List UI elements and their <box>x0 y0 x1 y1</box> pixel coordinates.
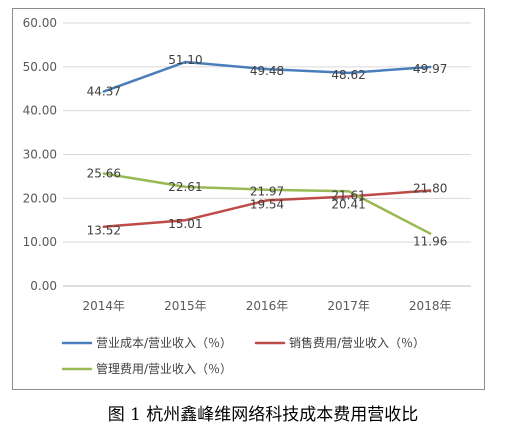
data-label: 48.62 <box>331 68 365 82</box>
series-line <box>102 172 432 235</box>
data-label: 21.97 <box>250 185 284 199</box>
x-tick-label: 2014年 <box>83 299 126 313</box>
data-label: 21.80 <box>413 181 447 195</box>
figure-caption: 图 1 杭州鑫峰维网络科技成本费用营收比 <box>107 405 419 425</box>
data-label: 44.37 <box>87 85 121 99</box>
data-label: 15.01 <box>168 217 202 231</box>
x-tick-label: 2016年 <box>246 299 289 313</box>
data-label: 49.48 <box>250 64 284 78</box>
legend-label: 营业成本/营业收入（％） <box>96 336 232 350</box>
y-axis-ticks: 0.00 10.00 20.00 30.00 40.00 50.00 60.00 <box>23 16 57 293</box>
x-tick-label: 2017年 <box>327 299 370 313</box>
data-label: 20.41 <box>331 198 365 212</box>
data-label: 19.54 <box>250 197 284 211</box>
y-tick-label: 20.00 <box>23 191 57 205</box>
y-tick-label: 60.00 <box>23 16 57 30</box>
data-label: 25.66 <box>87 167 121 181</box>
y-tick-label: 10.00 <box>23 235 57 249</box>
data-label: 13.52 <box>87 224 121 238</box>
data-label: 49.97 <box>413 62 447 76</box>
chart-frame: 0.00 10.00 20.00 30.00 40.00 50.00 60.00 2014年… <box>12 8 485 390</box>
x-tick-label: 2015年 <box>164 299 207 313</box>
y-tick-label: 0.00 <box>30 279 57 293</box>
data-label: 21.61 <box>331 188 365 202</box>
data-label: 51.10 <box>168 53 202 67</box>
x-axis-ticks: 2014年 2015年 2016年 2017年 2018年 <box>83 299 452 313</box>
legend-label: 销售费用/营业收入（％） <box>289 335 425 350</box>
series-lines <box>102 60 432 235</box>
y-tick-label: 30.00 <box>23 148 57 162</box>
y-tick-label: 50.00 <box>23 60 57 74</box>
line-chart: 0.00 10.00 20.00 30.00 40.00 50.00 60.00 2014年… <box>23 16 471 376</box>
data-labels: 44.37 51.10 49.48 48.62 49.97 13.52 15.01 19.54… <box>87 53 448 249</box>
x-tick-label: 2018年 <box>409 299 452 313</box>
data-label: 11.96 <box>413 235 447 249</box>
grid-lines <box>63 22 471 287</box>
legend-label: 管理费用/营业收入（％） <box>96 361 232 376</box>
legend: 营业成本/营业收入（％） 销售费用/营业收入（％） 管理费用/营业收入（％） <box>61 335 425 376</box>
series-line <box>102 189 432 228</box>
y-tick-label: 40.00 <box>23 104 57 118</box>
data-label: 22.61 <box>168 180 202 194</box>
series-line <box>102 60 432 93</box>
